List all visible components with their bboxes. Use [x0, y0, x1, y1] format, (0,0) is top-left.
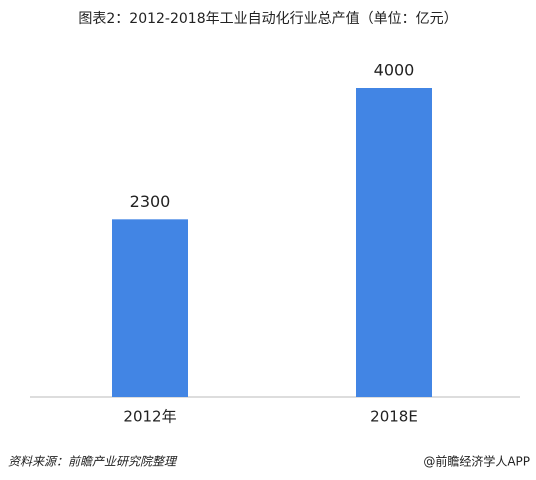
x-tick-label: 2018E	[370, 408, 418, 426]
value-label: 4000	[374, 61, 415, 80]
credit: @前瞻经济学人APP	[423, 454, 530, 469]
chart-title: 图表2：2012-2018年工业自动化行业总产值（单位：亿元）	[78, 11, 457, 27]
x-tick-label: 2012年	[123, 408, 176, 426]
bar	[112, 219, 188, 397]
source: 资料来源：前瞻产业研究院整理	[8, 455, 178, 469]
bar	[356, 88, 432, 397]
value-label: 2300	[130, 192, 171, 211]
